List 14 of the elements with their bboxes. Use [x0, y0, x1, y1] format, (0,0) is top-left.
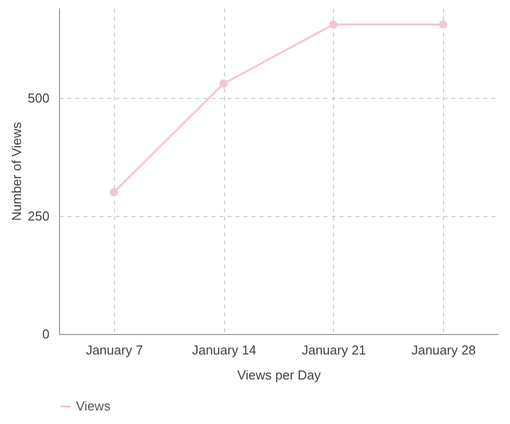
legend-label: Views: [76, 398, 111, 414]
point: [438, 20, 448, 29]
y-tick-label: 250: [28, 208, 50, 224]
x-tick-label: January 21: [302, 342, 366, 358]
x-tick-label: January 28: [411, 342, 476, 358]
x-tick-label: January 7: [86, 342, 143, 358]
x-axis-title: Views per Day: [237, 368, 322, 382]
y-tick-label: 0: [42, 326, 50, 342]
point: [110, 188, 118, 196]
point: [329, 20, 338, 29]
y-tick-label: 500: [28, 90, 50, 106]
x-tick-label: January 14: [192, 342, 256, 358]
y-axis-title: Number of Views: [8, 122, 24, 221]
point: [219, 79, 228, 88]
